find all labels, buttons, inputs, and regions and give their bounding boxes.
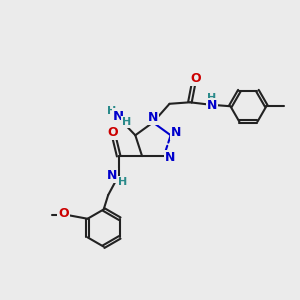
Text: N: N: [165, 151, 175, 164]
Text: N: N: [171, 126, 181, 140]
Text: N: N: [107, 169, 117, 182]
Text: H: H: [107, 106, 116, 116]
Text: O: O: [190, 72, 201, 85]
Text: N: N: [148, 111, 158, 124]
Text: H: H: [207, 93, 216, 103]
Text: N: N: [207, 99, 217, 112]
Text: N: N: [113, 110, 124, 123]
Text: H: H: [122, 117, 131, 127]
Text: O: O: [58, 207, 69, 220]
Text: O: O: [107, 125, 118, 139]
Text: H: H: [118, 176, 127, 187]
